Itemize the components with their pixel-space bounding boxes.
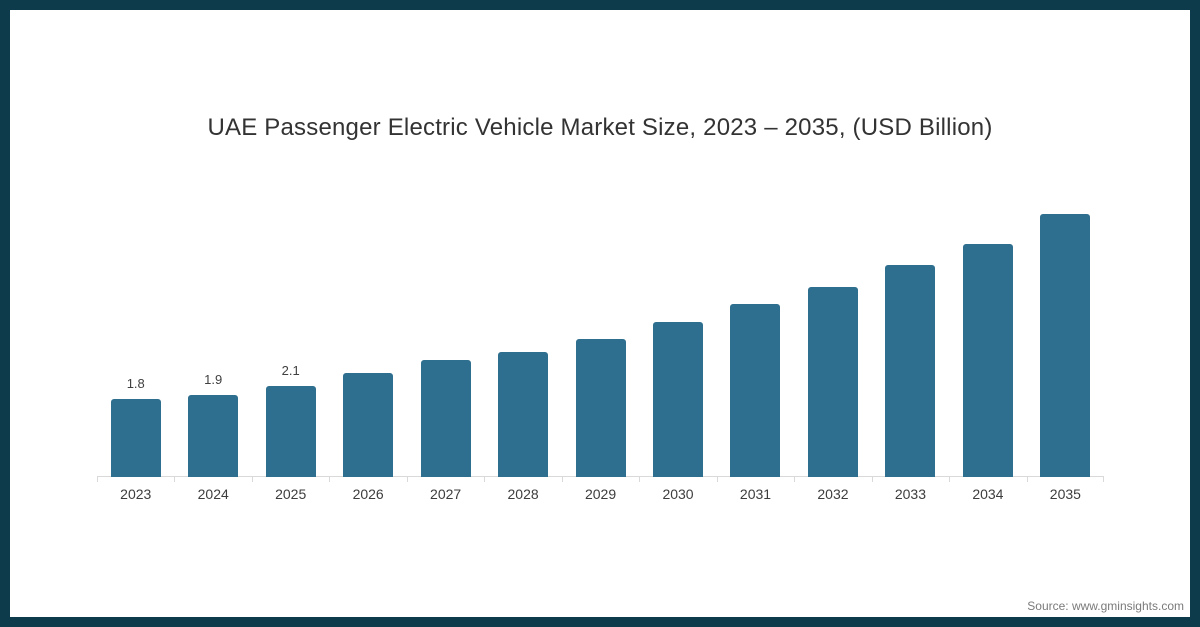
data-label-2023: 1.8 [126,376,145,392]
x-axis-tick [561,477,563,482]
chart-column-2033: 2033 [872,170,949,502]
x-tick-label-2025: 2025 [275,486,307,502]
x-tick-label-2023: 2023 [120,486,152,502]
bar-2027 [420,360,471,477]
x-tick-label-2030: 2030 [662,486,694,502]
source-credit: Source: www.gminsights.com [1027,599,1184,613]
x-tick-label-2026: 2026 [352,486,384,502]
chart-column-2026: 2026 [329,170,406,502]
x-axis-tick [329,477,331,482]
bar-2029 [575,338,626,477]
chart-column-2028: 2028 [484,170,561,502]
chart-column-2031: 2031 [717,170,794,502]
chart-column-2029: 2029 [562,170,639,502]
bar-2023 [110,399,161,477]
x-tick-label-2032: 2032 [817,486,849,502]
bar-2024 [188,394,239,477]
bar-2035 [1040,213,1091,477]
x-axis-tick [174,477,176,482]
chart-column-2030: 2030 [639,170,716,502]
x-axis-tick [716,477,718,482]
x-tick-label-2035: 2035 [1049,486,1081,502]
bar-2033 [885,265,936,477]
bar-2026 [343,373,394,477]
x-tick-label-2024: 2024 [197,486,229,502]
chart-column-2032: 2032 [794,170,871,502]
x-axis-tick [1103,477,1104,482]
chart-column-2023: 1.8 2023 [97,170,174,502]
x-tick-label-2031: 2031 [739,486,772,502]
x-axis-tick [484,477,486,482]
x-axis-tick [794,477,796,482]
x-tick-label-2034: 2034 [972,486,1004,502]
x-axis-tick [251,477,253,482]
chart-column-2027: 2027 [407,170,484,502]
x-axis-tick [949,477,951,482]
x-axis-tick [1026,477,1028,482]
bar-2025 [265,386,316,477]
x-axis-tick [97,477,98,482]
chart-column-2024: 1.9 2024 [174,170,251,502]
x-tick-label-2028: 2028 [507,486,539,502]
x-axis-tick [406,477,408,482]
x-tick-label-2027: 2027 [430,486,462,502]
bar-2034 [962,243,1013,477]
chart-column-2034: 2034 [949,170,1026,502]
bar-chart-plot: 1.8 2023 1.9 2024 2.1 2025 2026 2027 2028 2029 203… [97,170,1104,502]
x-tick-label-2033: 2033 [894,486,926,502]
chart-title: UAE Passenger Electric Vehicle Market Si… [207,114,993,141]
data-label-2025: 2.1 [281,363,300,379]
bar-2028 [498,351,549,477]
chart-column-2025: 2.1 2025 [252,170,329,502]
x-tick-label-2029: 2029 [584,486,617,502]
x-axis-tick [639,477,641,482]
x-axis-tick [871,477,873,482]
bar-2030 [653,321,704,477]
bar-2032 [807,286,858,477]
data-label-2024: 1.9 [204,371,223,387]
bar-2031 [730,304,781,477]
chart-column-2035: 2035 [1027,170,1104,502]
